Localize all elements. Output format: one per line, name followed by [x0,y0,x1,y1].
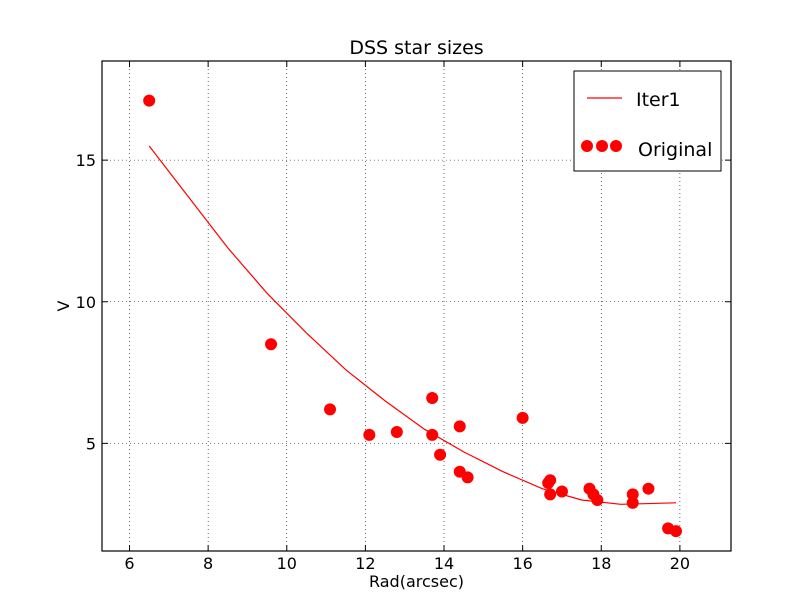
data-point [626,496,639,509]
data-point [390,426,403,439]
chart-title: DSS star sizes [349,37,483,59]
plot-frame [101,60,732,552]
data-point [453,420,466,433]
data-point [544,474,557,487]
x-tick-label: 12 [355,554,375,573]
x-tick-label: 8 [203,554,213,573]
grid-layer [102,61,731,551]
data-point [626,488,639,501]
legend-label-iter1: Iter1 [636,89,681,111]
data-point [143,94,156,107]
fit-line-layer [148,145,677,505]
data-point [426,392,439,405]
x-tick-label: 18 [591,554,611,573]
data-point [426,428,439,441]
x-tick-label: 10 [277,554,297,573]
y-tick-label: 10 [76,293,96,312]
data-point [544,488,557,501]
data-point [363,428,376,441]
x-tick-label: 16 [512,554,532,573]
data-point [324,403,337,416]
data-point [516,411,529,424]
iter1-fit-line [148,145,677,505]
legend: Iter1 Original [573,70,722,172]
legend-marker [596,140,608,152]
data-point [669,525,682,538]
y-axis-label: V [54,300,73,311]
x-tick-label: 6 [124,554,134,573]
y-tick-label: 15 [76,151,96,170]
legend-marker [610,140,622,152]
data-point [434,448,447,461]
y-tick-label: 5 [86,434,96,453]
data-point [642,482,655,495]
x-tick-label: 14 [434,554,454,573]
legend-label-original: Original [638,139,712,161]
data-point [461,471,474,484]
legend-box [573,70,722,172]
x-axis-label: Rad(arcsec) [369,572,464,591]
scatter-points-layer [143,94,682,538]
ticks-layer: 6 8 10 12 14 16 18 20 5 10 15 [76,61,731,573]
x-tick-label: 20 [670,554,690,573]
legend-marker [581,140,593,152]
data-point [265,338,278,351]
data-point [591,494,604,507]
data-point [555,485,568,498]
